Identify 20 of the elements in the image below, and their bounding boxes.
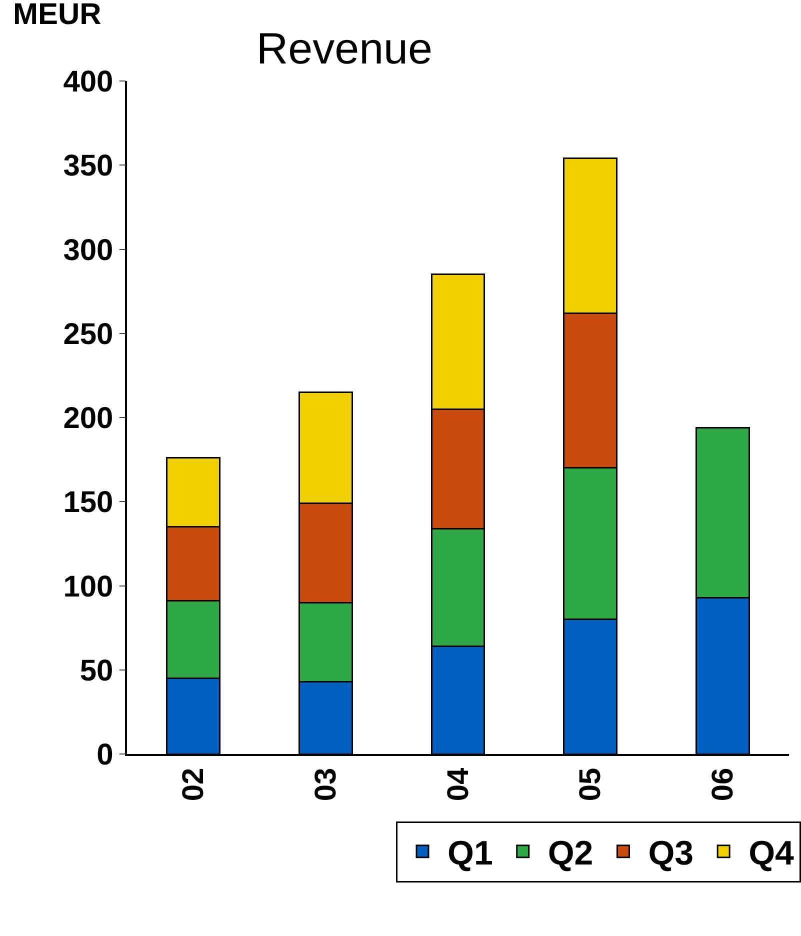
y-tick-label: 300 — [63, 234, 114, 267]
y-tick-label: 350 — [63, 150, 114, 183]
y-tick-label: 0 — [96, 738, 114, 772]
legend-label: Q1 — [448, 834, 493, 873]
y-axis-title: MEUR — [13, 0, 102, 31]
x-tick-label: 04 — [442, 767, 475, 802]
y-tick-label: 200 — [63, 402, 114, 435]
y-tick-label: 250 — [63, 318, 114, 351]
legend-label: Q3 — [648, 834, 694, 873]
y-tick-label: 50 — [80, 654, 114, 688]
y-tick-label: 100 — [63, 570, 114, 604]
x-tick-label: 06 — [706, 768, 740, 802]
x-tick-label: 02 — [176, 768, 210, 802]
y-tick-label: 400 — [63, 66, 114, 98]
x-tick-label: 03 — [309, 768, 342, 802]
chart-title: Revenue — [256, 24, 432, 74]
legend-label: Q4 — [748, 834, 794, 873]
y-tick-label: 150 — [63, 486, 114, 520]
x-tick-label: 05 — [574, 768, 608, 802]
legend-label: Q2 — [548, 834, 594, 873]
